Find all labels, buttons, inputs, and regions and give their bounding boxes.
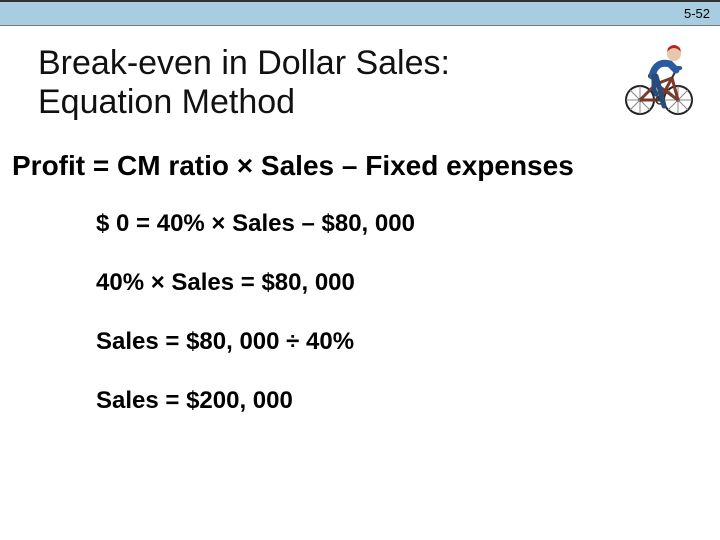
- step-1: $ 0 = 40% × Sales – $80, 000: [96, 210, 720, 239]
- step-3: Sales = $80, 000 ÷ 40%: [96, 328, 720, 357]
- title-line-1: Break-even in Dollar Sales:: [38, 44, 450, 82]
- step-4: Sales = $200, 000: [96, 387, 720, 416]
- slide-title: Break-even in Dollar Sales: Equation Met…: [38, 44, 720, 122]
- cyclist-icon: [620, 38, 700, 118]
- content-area: Profit = CM ratio × Sales – Fixed expens…: [0, 150, 720, 415]
- slide-number: 5-52: [684, 6, 710, 21]
- step-2: 40% × Sales = $80, 000: [96, 269, 720, 298]
- header-bar: 5-52: [0, 0, 720, 26]
- title-line-2: Equation Method: [38, 83, 295, 121]
- main-formula: Profit = CM ratio × Sales – Fixed expens…: [12, 150, 720, 182]
